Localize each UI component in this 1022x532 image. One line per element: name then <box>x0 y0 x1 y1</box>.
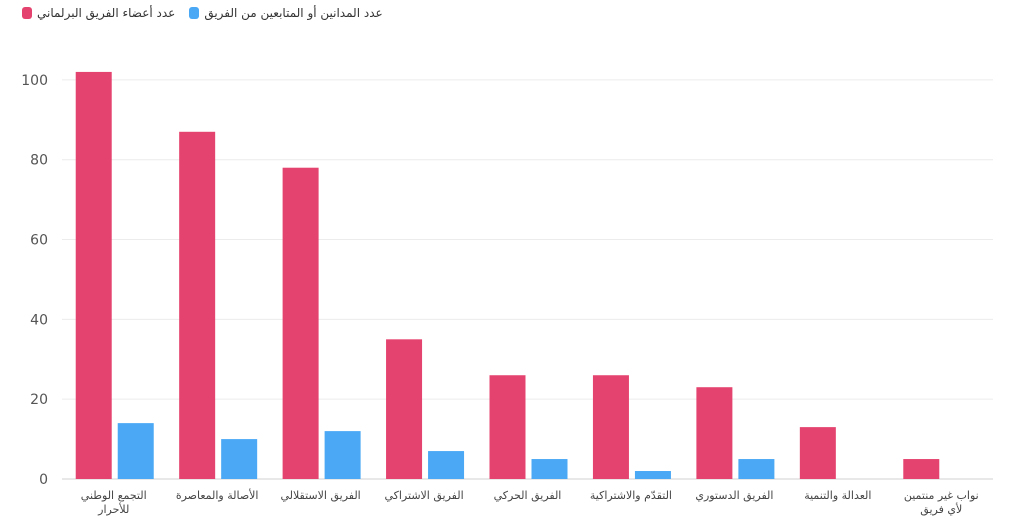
bar-members[interactable] <box>282 167 319 479</box>
legend-swatch-convicted <box>189 7 200 19</box>
x-category-label: التجمع الوطني <box>81 489 147 502</box>
y-tick-label: 20 <box>30 392 48 408</box>
bar-convicted[interactable] <box>117 423 154 479</box>
x-category-label: العدالة والتنمية <box>804 489 871 502</box>
x-category-label: التقدّم والاشتراكية <box>590 489 672 502</box>
bar-members[interactable] <box>489 375 526 479</box>
x-category-label: الأصالة والمعاصرة <box>176 488 259 502</box>
x-category-label: نواب غير منتمين <box>904 489 979 502</box>
legend-swatch-members <box>22 7 32 19</box>
bar-convicted[interactable] <box>221 439 258 479</box>
x-category-label: للأحرار <box>97 502 129 516</box>
bar-convicted[interactable] <box>531 459 568 479</box>
bar-members[interactable] <box>799 427 836 479</box>
legend-label-convicted: عدد المدانين أو المتابعين من الفريق <box>204 6 383 20</box>
y-tick-label: 40 <box>30 312 48 328</box>
bar-convicted[interactable] <box>634 471 671 479</box>
bar-members[interactable] <box>592 375 629 479</box>
legend-label-members: عدد أعضاء الفريق البرلماني <box>37 6 176 20</box>
bar-members[interactable] <box>386 339 423 479</box>
y-tick-label: 80 <box>30 153 48 169</box>
bar-members[interactable] <box>696 387 733 479</box>
bar-members[interactable] <box>903 459 940 479</box>
bar-convicted[interactable] <box>738 459 775 479</box>
bar-members[interactable] <box>75 71 112 479</box>
x-category-label: الفريق الحركي <box>494 489 562 503</box>
y-tick-label: 0 <box>39 472 48 488</box>
bar-convicted[interactable] <box>324 431 361 479</box>
legend-item-convicted[interactable]: عدد المدانين أو المتابعين من الفريق <box>189 6 383 20</box>
legend: عدد أعضاء الفريق البرلماني عدد المدانين … <box>22 6 383 20</box>
bar-members[interactable] <box>179 131 216 480</box>
bar-convicted[interactable] <box>428 451 465 479</box>
x-category-label: الفريق الاشتراكي <box>384 489 463 503</box>
y-tick-label: 60 <box>30 233 48 249</box>
x-category-label: الفريق الاستقلالي <box>280 489 360 503</box>
x-category-label: لأي فريق <box>920 502 962 517</box>
x-category-label: الفريق الدستوري <box>695 489 773 503</box>
legend-item-members[interactable]: عدد أعضاء الفريق البرلماني <box>22 6 175 20</box>
y-tick-label: 100 <box>21 73 48 89</box>
